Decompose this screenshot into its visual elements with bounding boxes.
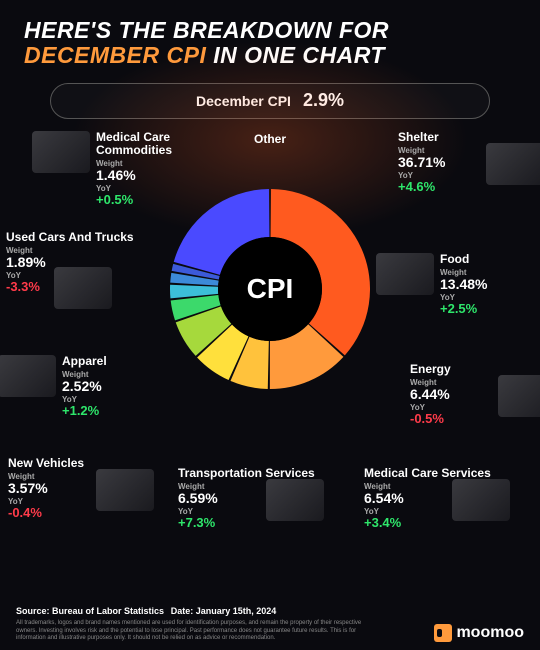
cat-image — [266, 479, 324, 521]
pill-value: 2.9% — [303, 90, 344, 111]
cat-image — [452, 479, 510, 521]
pill-label: December CPI — [196, 93, 291, 109]
cat-name: New Vehicles — [8, 457, 158, 470]
category-transport: Transportation Services Weight 6.59% YoY… — [178, 467, 328, 529]
cat-name: Other — [254, 133, 404, 146]
cat-name: Food — [440, 253, 540, 266]
cat-name: Shelter — [398, 131, 540, 144]
weight-value: 2.52% — [62, 379, 212, 393]
cat-name: Medical Care Commodities — [96, 131, 246, 157]
cat-image — [498, 375, 540, 417]
cat-name: Used Cars And Trucks — [6, 231, 156, 244]
chart-area: CPI Medical Care Commodities Weight 1.46… — [0, 125, 540, 605]
cat-image — [54, 267, 112, 309]
cat-image — [376, 253, 434, 295]
brand-name: moomoo — [456, 624, 524, 642]
yoy-value: +1.2% — [62, 404, 212, 417]
title-line3: IN ONE CHART — [206, 42, 385, 68]
category-other: Other — [254, 133, 404, 148]
cat-name: Apparel — [62, 355, 212, 368]
brand-logo: moomoo — [434, 624, 524, 642]
cat-name: Transportation Services — [178, 467, 328, 480]
cat-image — [486, 143, 540, 185]
cat-name: Energy — [410, 363, 540, 376]
source-text: Source: Bureau of Labor Statistics — [16, 606, 164, 616]
cat-image — [96, 469, 154, 511]
title-line2: DECEMBER CPI — [24, 42, 206, 68]
weight-value: 1.46% — [96, 168, 246, 182]
date-text: Date: January 15th, 2024 — [171, 606, 277, 616]
category-energy: Energy Weight 6.44% YoY -0.5% — [410, 363, 540, 425]
category-food: Food Weight 13.48% YoY +2.5% — [440, 253, 540, 315]
weight-value: 13.48% — [440, 277, 540, 291]
category-medical_comm: Medical Care Commodities Weight 1.46% Yo… — [96, 131, 246, 206]
category-new_vehicles: New Vehicles Weight 3.57% YoY -0.4% — [8, 457, 158, 519]
footer: Source: Bureau of Labor Statistics Date:… — [16, 606, 524, 642]
category-apparel: Apparel Weight 2.52% YoY +1.2% — [62, 355, 212, 417]
title-line1: HERE'S THE BREAKDOWN FOR — [24, 18, 516, 43]
category-shelter: Shelter Weight 36.71% YoY +4.6% — [398, 131, 540, 193]
cat-image — [32, 131, 90, 173]
category-medical_services: Medical Care Services Weight 6.54% YoY +… — [364, 467, 514, 529]
cat-name: Medical Care Services — [364, 467, 514, 480]
donut-center-label: CPI — [218, 237, 322, 341]
disclaimer-text: All trademarks, logos and brand names me… — [16, 620, 376, 642]
cat-image — [0, 355, 56, 397]
yoy-value: +2.5% — [440, 302, 540, 315]
page-title: HERE'S THE BREAKDOWN FOR DECEMBER CPI IN… — [0, 0, 540, 69]
category-used_cars: Used Cars And Trucks Weight 1.89% YoY -3… — [6, 231, 156, 293]
logo-icon — [434, 624, 452, 642]
yoy-value: +0.5% — [96, 193, 246, 206]
cpi-pill: December CPI 2.9% — [50, 83, 490, 119]
